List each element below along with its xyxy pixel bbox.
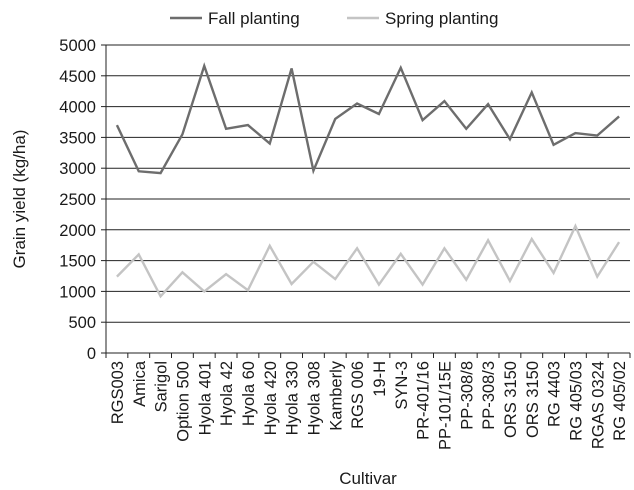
y-tick-label: 2500 bbox=[59, 191, 96, 209]
x-tick-label: RGS 006 bbox=[349, 361, 367, 429]
x-tick-label: ORS 3150 bbox=[524, 361, 542, 438]
y-tick-label: 1500 bbox=[59, 253, 96, 271]
y-tick-label: 4500 bbox=[59, 68, 96, 86]
x-tick-label: RGS003 bbox=[109, 361, 127, 424]
x-tick-label: RG 405/02 bbox=[611, 361, 629, 441]
series-line-spring-planting bbox=[116, 223, 621, 299]
x-axis-title: Cultivar bbox=[339, 469, 397, 488]
x-tick-label: 19-H bbox=[371, 361, 389, 397]
y-tick-labels: 0 500 1000 1500 2000 2500 3000 3500 4000 4500 5000 bbox=[59, 37, 96, 363]
x-tick-label: Amica bbox=[131, 360, 149, 407]
y-tick-label: 1000 bbox=[59, 283, 96, 301]
legend: Fall planting Spring planting bbox=[170, 9, 498, 28]
x-tick-label: PP-308/8 bbox=[458, 361, 476, 430]
x-tick-label: SYN-3 bbox=[393, 361, 411, 410]
x-tick-label: Sarigol bbox=[153, 361, 171, 412]
x-tick-label: PR-401/16 bbox=[415, 361, 433, 440]
y-tick-label: 3500 bbox=[59, 129, 96, 147]
x-tick-label: Hyola 60 bbox=[240, 361, 258, 426]
y-axis-title: Grain yield (kg/ha) bbox=[10, 130, 29, 269]
series-lines bbox=[115, 62, 621, 299]
x-tick-labels: RGS003 Amica Sarigol Option 500 Hyola 401 Hyo… bbox=[109, 360, 629, 450]
x-tick-label: RG 4403 bbox=[546, 361, 564, 427]
gridlines bbox=[106, 44, 630, 323]
x-tick-label: ORS 3150 bbox=[502, 361, 520, 438]
y-tick-label: 500 bbox=[68, 314, 96, 332]
x-tick-label: Hyola 401 bbox=[196, 361, 214, 435]
x-tick-label: Hyola 330 bbox=[284, 361, 302, 435]
x-tick-label: Option 500 bbox=[174, 361, 192, 442]
x-tick-label: PP-101/15E bbox=[436, 361, 454, 450]
x-tick-label: Hyola 308 bbox=[305, 361, 323, 435]
y-tick-label: 0 bbox=[87, 345, 96, 363]
x-tick-label: PP-308/3 bbox=[480, 361, 498, 430]
y-tick-label: 4000 bbox=[59, 99, 96, 117]
legend-label-fall-planting: Fall planting bbox=[208, 9, 300, 28]
x-tick-label: Hyola 42 bbox=[218, 361, 236, 426]
x-tick-label: Hyola 420 bbox=[262, 361, 280, 435]
series-line-fall-planting bbox=[115, 62, 620, 175]
x-tick-label: RGAS 0324 bbox=[589, 361, 607, 449]
legend-label-spring-planting: Spring planting bbox=[385, 9, 498, 28]
y-tick-label: 2000 bbox=[59, 222, 96, 240]
x-tick-label: RG 405/03 bbox=[567, 361, 585, 441]
y-tick-label: 3000 bbox=[59, 160, 96, 178]
x-tick-label: Kamberly bbox=[327, 360, 345, 430]
axes bbox=[101, 44, 631, 358]
y-tick-label: 5000 bbox=[59, 37, 96, 55]
